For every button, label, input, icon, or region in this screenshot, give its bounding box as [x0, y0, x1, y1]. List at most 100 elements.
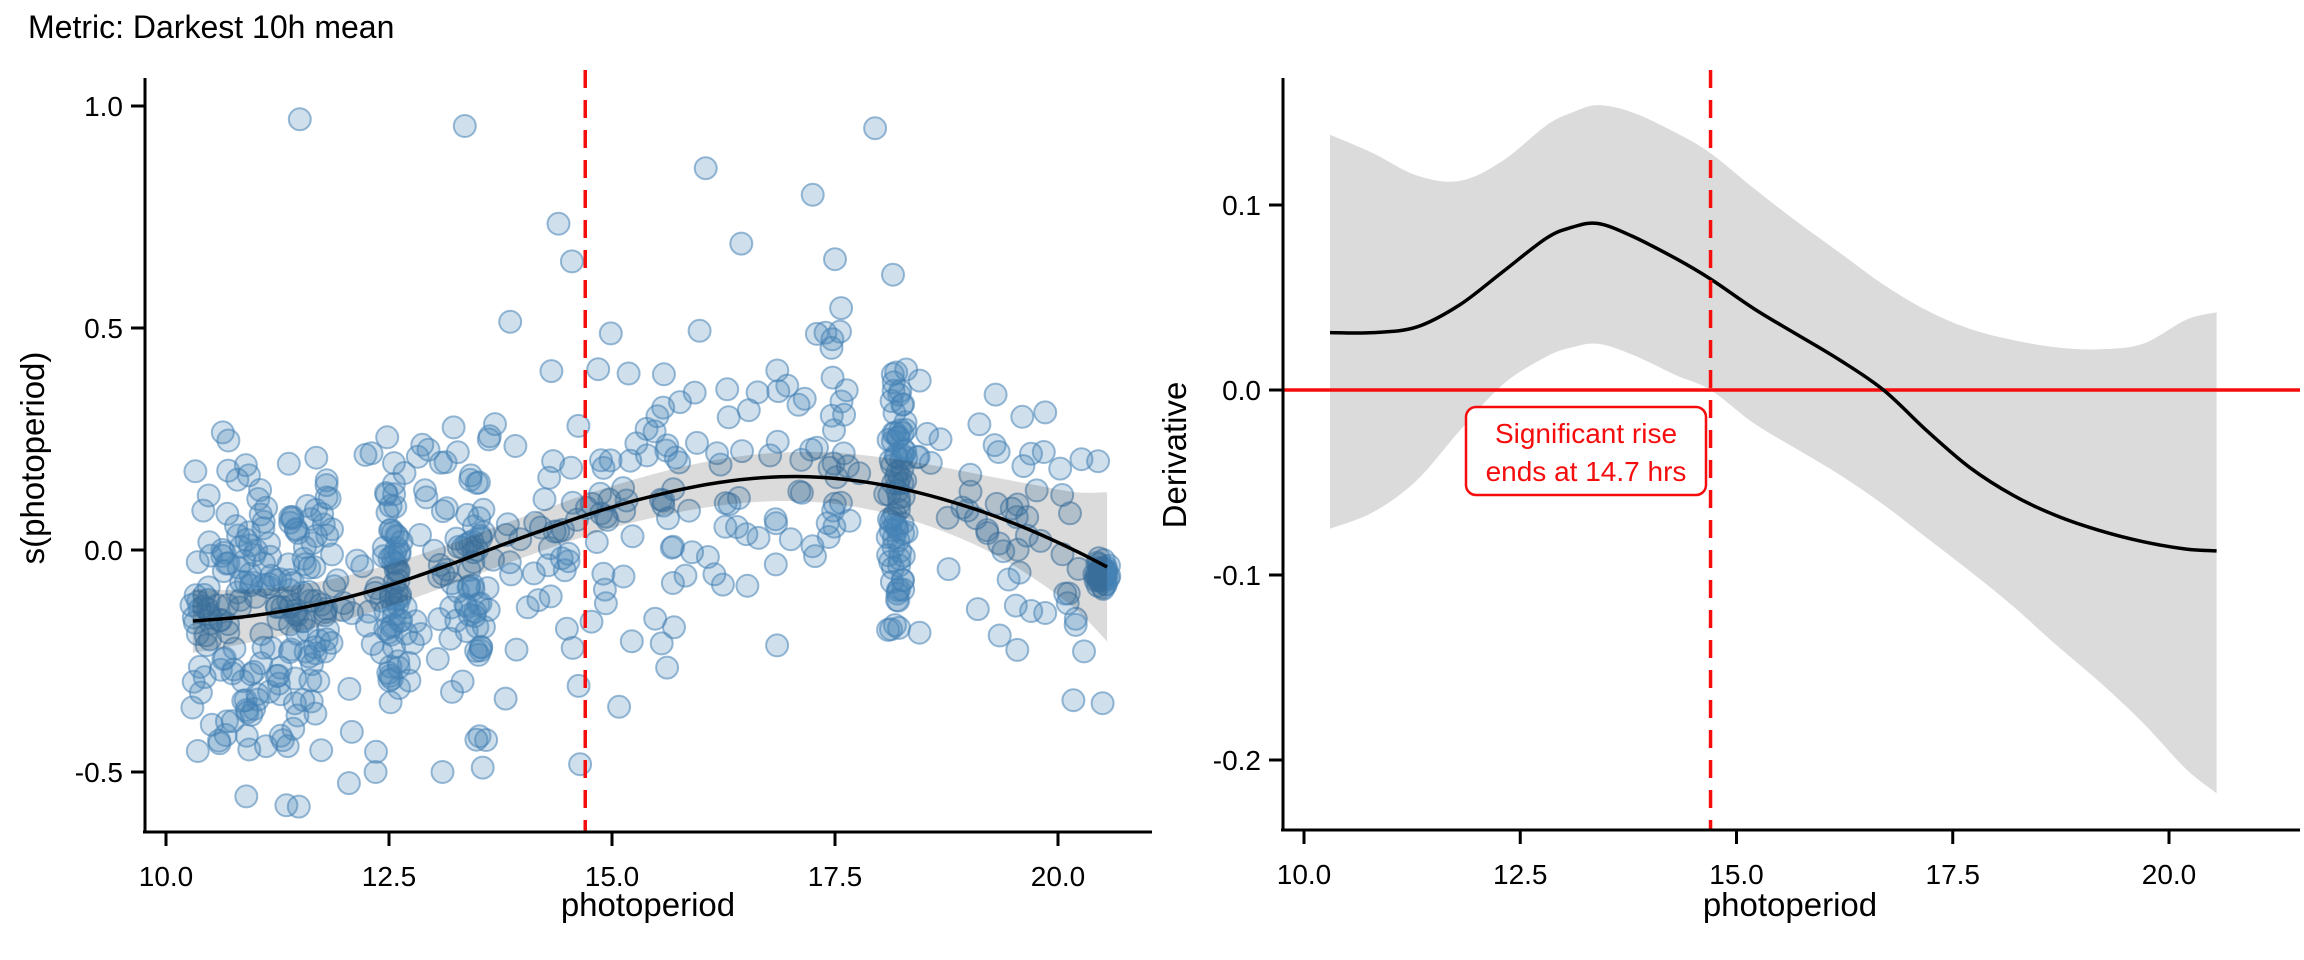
scatter-point: [685, 430, 709, 455]
scatter-point: [668, 390, 692, 415]
scatter-point: [1005, 637, 1030, 662]
scatter-point: [560, 635, 585, 660]
scatter-point: [890, 568, 915, 593]
y-tick-label: 1.0: [84, 91, 123, 122]
scatter-point: [982, 433, 1007, 458]
scatter-point: [965, 597, 990, 622]
scatter-point: [311, 512, 336, 537]
scatter-point: [878, 549, 903, 574]
right-x-axis-title: photoperiod: [1703, 886, 1877, 923]
y-tick-label: 0.1: [1222, 190, 1261, 221]
scatter-point: [1033, 400, 1058, 425]
scatter-point: [1019, 599, 1044, 623]
scatter-point: [735, 573, 760, 598]
scatter-point: [662, 615, 686, 640]
scatter-point: [245, 687, 270, 712]
scatter-point: [651, 362, 676, 387]
scatter-point: [276, 589, 301, 614]
scatter-point: [659, 535, 684, 560]
scatter-point: [828, 490, 853, 515]
scatter-point: [375, 425, 400, 450]
y-tick-label: -0.1: [1213, 560, 1261, 591]
scatter-point: [325, 568, 350, 593]
x-tick-label: 17.5: [808, 861, 863, 892]
scatter-point: [196, 483, 221, 508]
scatter-point: [394, 621, 419, 646]
scatter-point: [393, 595, 418, 620]
scatter-point: [268, 655, 293, 680]
scatter-point: [339, 719, 364, 744]
scatter-point: [598, 321, 623, 346]
scatter-point: [1063, 612, 1088, 637]
scatter-point: [915, 421, 940, 446]
scatter-point: [907, 368, 932, 393]
scatter-point: [296, 580, 321, 604]
x-tick-label: 20.0: [2142, 859, 2197, 890]
scatter-point: [820, 365, 845, 390]
scatter-point: [958, 479, 983, 504]
scatter-point: [1024, 478, 1049, 503]
scatter-point: [314, 473, 339, 498]
scatter-point: [503, 434, 528, 458]
scatter-point: [568, 752, 593, 777]
scatter-point: [958, 462, 983, 487]
scatter-point: [673, 563, 698, 588]
scatter-point: [1050, 483, 1075, 507]
y-tick-label: -0.2: [1213, 745, 1261, 776]
derivative-curve: [1329, 221, 2217, 553]
x-tick-label: 12.5: [362, 861, 417, 892]
scatter-point: [1061, 688, 1086, 713]
scatter-point: [996, 567, 1021, 592]
scatter-point: [607, 694, 632, 719]
scatter-point: [441, 415, 466, 440]
x-tick-label: 15.0: [1709, 859, 1764, 890]
scatter-point: [986, 440, 1011, 464]
scatter-point: [766, 379, 791, 404]
scatter-point: [804, 321, 829, 346]
scatter-point: [716, 405, 741, 430]
scatter-point: [428, 450, 453, 475]
scatter-point: [270, 728, 295, 753]
scatter-point: [377, 668, 402, 693]
scatter-point: [1005, 537, 1030, 562]
scatter-point: [984, 491, 1009, 516]
scatter-point: [758, 443, 783, 468]
scatter-point: [239, 702, 264, 727]
scatter-point: [476, 427, 501, 452]
scatter-point: [306, 669, 331, 694]
y-tick-label: 0.0: [84, 535, 123, 566]
scatter-point: [382, 451, 406, 476]
scatter-point: [363, 760, 388, 784]
annotation-box: [1464, 405, 1708, 497]
scatter-point: [292, 552, 317, 577]
scatter-point: [693, 156, 718, 181]
scatter-point: [381, 520, 405, 545]
scatter-point: [354, 613, 379, 638]
y-tick-label: -0.5: [75, 757, 123, 788]
scatter-point: [474, 728, 499, 752]
scatter-point: [286, 794, 311, 819]
scatter-point: [831, 441, 856, 466]
scatter-point: [467, 506, 492, 531]
scatter-point: [1010, 404, 1035, 429]
scatter-point: [216, 458, 241, 483]
scatter-point: [188, 680, 213, 705]
scatter-point: [233, 453, 258, 478]
x-tick-label: 15.0: [585, 861, 640, 892]
scatter-point: [799, 437, 824, 462]
scatter-point: [893, 410, 918, 435]
scatter-point: [936, 557, 961, 582]
scatter-point: [274, 793, 299, 818]
scatter-point: [364, 739, 388, 764]
scatter-point: [249, 651, 274, 676]
scatter-point: [454, 594, 479, 619]
scatter-point: [654, 438, 679, 463]
scatter-point: [556, 549, 581, 574]
scatter-point: [290, 580, 315, 605]
scatter-point: [649, 631, 674, 656]
confidence-ribbon: [1330, 105, 2217, 794]
scatter-point: [883, 613, 907, 638]
scatter-point: [213, 723, 238, 747]
scatter-point: [413, 478, 437, 503]
